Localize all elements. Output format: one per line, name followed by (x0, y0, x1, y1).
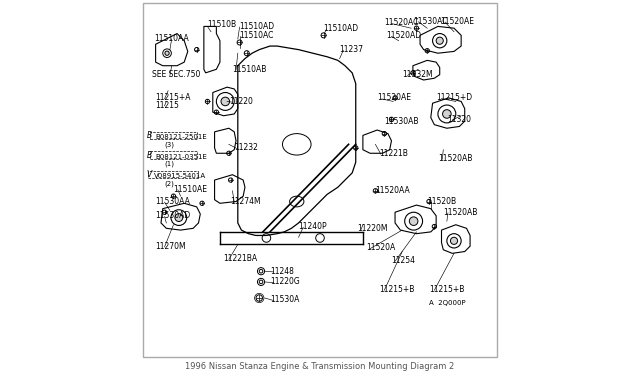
Text: 11221BA: 11221BA (223, 254, 258, 263)
Text: (1): (1) (164, 161, 175, 167)
Text: 11520AC: 11520AC (385, 18, 419, 27)
Text: 11510B: 11510B (207, 20, 237, 29)
Circle shape (165, 51, 169, 55)
Text: 11520AA: 11520AA (376, 186, 410, 195)
Text: 11520AE: 11520AE (440, 16, 474, 26)
Text: 11221B: 11221B (379, 149, 408, 158)
Text: 11520AB: 11520AB (444, 208, 477, 217)
Text: 11215+A: 11215+A (155, 93, 191, 102)
Text: 11332M: 11332M (402, 70, 433, 79)
Text: B08121-2501E: B08121-2501E (155, 134, 207, 140)
Text: 11510AD: 11510AD (239, 22, 275, 31)
Text: SEE SEC.750: SEE SEC.750 (152, 70, 200, 79)
Text: V: V (147, 170, 152, 179)
Text: 11274M: 11274M (230, 197, 261, 206)
Text: 11530AB: 11530AB (385, 116, 419, 126)
Text: V08915-5401A: V08915-5401A (154, 173, 206, 180)
Text: 11220G: 11220G (270, 278, 300, 286)
Circle shape (221, 97, 230, 106)
Text: 11510AD: 11510AD (324, 24, 358, 33)
Circle shape (451, 237, 458, 244)
Text: 11248: 11248 (270, 267, 294, 276)
Circle shape (443, 110, 451, 118)
Text: 11510AB: 11510AB (232, 65, 267, 74)
Text: B: B (147, 151, 152, 160)
Text: (2): (2) (164, 180, 175, 187)
Text: 1996 Nissan Stanza Engine & Transmission Mounting Diagram 2: 1996 Nissan Stanza Engine & Transmission… (186, 362, 454, 371)
Text: B: B (147, 131, 152, 140)
Text: 11237: 11237 (340, 45, 364, 54)
Text: 11220: 11220 (229, 97, 253, 106)
Text: 11530AC: 11530AC (413, 16, 447, 26)
Text: 11530AD: 11530AD (155, 211, 190, 220)
Text: 11240P: 11240P (298, 222, 327, 231)
Text: (3): (3) (164, 141, 175, 148)
Text: 11530AA: 11530AA (155, 197, 190, 206)
Circle shape (175, 214, 183, 221)
Text: 11215: 11215 (155, 100, 179, 109)
Text: 11520A: 11520A (367, 243, 396, 253)
Text: 11520AE: 11520AE (377, 93, 411, 102)
Text: 11215+B: 11215+B (379, 285, 414, 294)
Text: 11232: 11232 (234, 143, 258, 153)
Text: 11320: 11320 (447, 115, 471, 124)
Text: 11510AA: 11510AA (154, 35, 189, 44)
Text: 11520AD: 11520AD (386, 31, 421, 40)
Text: A  2Q000P: A 2Q000P (429, 300, 466, 307)
Text: 11520AB: 11520AB (438, 154, 472, 163)
Text: 11530A: 11530A (270, 295, 300, 304)
Circle shape (410, 217, 418, 225)
Text: 11220M: 11220M (358, 224, 388, 233)
Text: 11270M: 11270M (155, 242, 186, 251)
Text: 11520B: 11520B (428, 197, 456, 206)
Text: 11254: 11254 (392, 256, 415, 265)
Text: 11510AE: 11510AE (173, 185, 207, 193)
Text: B08121-0351E: B08121-0351E (155, 154, 207, 160)
Text: 11510AC: 11510AC (239, 31, 274, 40)
Circle shape (436, 37, 444, 44)
Text: 11215+B: 11215+B (429, 285, 465, 294)
Text: 11215+D: 11215+D (436, 93, 472, 102)
